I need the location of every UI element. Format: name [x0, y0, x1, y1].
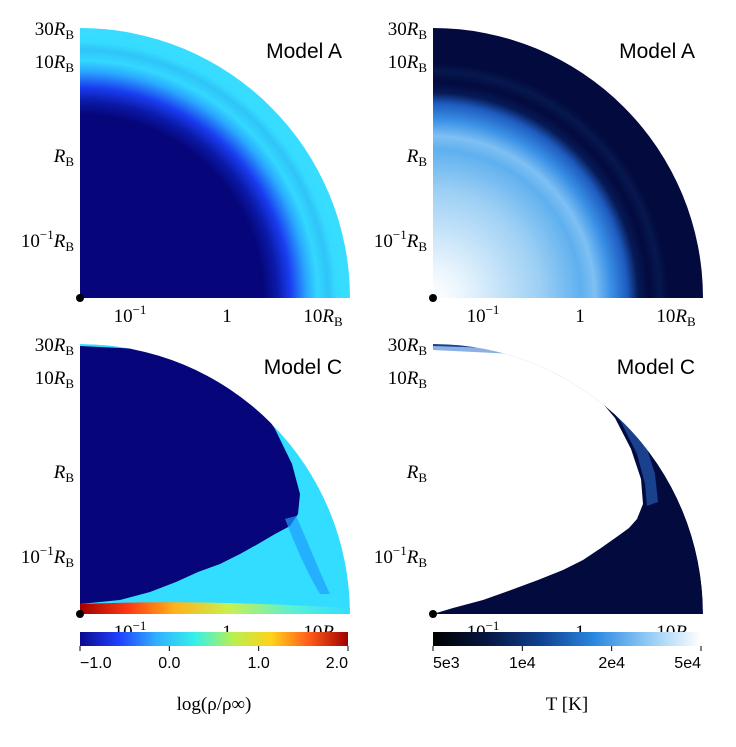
x-tick-label: 1	[575, 306, 585, 327]
colorbar-temperature-tick-label: 5e3	[433, 655, 460, 672]
x-tick-label: 10−1	[114, 302, 147, 327]
panel-a-density-labels: Model A 30RB 10RB RB 10−1RB 10−1 1 10RB	[21, 19, 343, 329]
panel-model-a-density	[76, 28, 350, 302]
colorbar-density-label: log(ρ/ρ∞)	[177, 694, 252, 715]
equatorial-hot-disk	[80, 602, 350, 614]
x-tick-label: 1	[222, 306, 232, 327]
intermediate-density-blob	[80, 484, 211, 606]
temperature-field	[433, 28, 703, 298]
colorbar-density-ticks: −1.0 0.0 1.0 2.0	[79, 646, 349, 672]
y-tick-label: 10RB	[388, 52, 428, 75]
panel-title: Model A	[619, 40, 695, 63]
colorbar-temperature-tick-label: 1e4	[509, 655, 536, 672]
outflow-streak	[285, 516, 330, 594]
colorbar-temperature-tick-label: 2e4	[598, 655, 625, 672]
colorbar-density-tick-label: 2.0	[326, 655, 348, 672]
y-tick-label: 30RB	[35, 335, 75, 358]
panel-model-c-temperature	[429, 344, 703, 618]
origin-marker	[429, 294, 437, 302]
x-tick-label: 10RB	[303, 306, 343, 329]
y-tick-label: 30RB	[35, 19, 75, 42]
hot-region	[433, 346, 643, 614]
colorbar-temperature-ticks: 5e3 1e4 2e4 5e4	[432, 646, 702, 672]
x-tick-label: 10−1	[467, 302, 500, 327]
y-tick-label: 30RB	[388, 335, 428, 358]
y-tick-label: 10−1RB	[374, 543, 427, 570]
colorbar-temperature-label: T [K]	[546, 694, 588, 715]
colorbar-temperature: 5e3 1e4 2e4 5e4 T [K]	[432, 632, 702, 715]
colorbar-density-tick-label: −1.0	[80, 655, 112, 672]
colorbar-density: −1.0 0.0 1.0 2.0 log(ρ/ρ∞)	[79, 632, 349, 715]
density-field	[80, 28, 350, 298]
y-tick-label: 30RB	[388, 19, 428, 42]
panel-a-temperature-labels: Model A 30RB 10RB RB 10−1RB 10−1 1 10RB	[374, 19, 696, 329]
colorbar-density-bar	[80, 632, 348, 646]
origin-marker	[429, 610, 437, 618]
y-tick-label: RB	[406, 146, 428, 169]
panel-title: Model C	[617, 356, 695, 379]
y-tick-label: 10RB	[35, 52, 75, 75]
origin-marker	[76, 294, 84, 302]
y-tick-label: 10−1RB	[21, 543, 74, 570]
y-tick-label: RB	[53, 146, 75, 169]
panel-model-a-temperature	[429, 28, 703, 302]
colorbar-density-tick-label: 1.0	[248, 655, 270, 672]
y-tick-label: 10−1RB	[374, 227, 427, 254]
panel-model-c-density	[76, 344, 350, 618]
colorbar-temperature-bar	[433, 632, 701, 646]
y-tick-label: 10−1RB	[21, 227, 74, 254]
y-tick-label: 10RB	[35, 368, 75, 391]
y-tick-label: 10RB	[388, 368, 428, 391]
colorbar-density-tick-label: 0.0	[158, 655, 180, 672]
panel-title: Model C	[264, 356, 342, 379]
x-tick-label: 10RB	[656, 306, 696, 329]
y-tick-label: RB	[406, 462, 428, 485]
inner-warm-lobe	[433, 454, 479, 594]
colorbar-temperature-tick-label: 5e4	[674, 655, 701, 672]
origin-marker	[76, 610, 84, 618]
y-tick-label: RB	[53, 462, 75, 485]
panel-title: Model A	[266, 40, 342, 63]
